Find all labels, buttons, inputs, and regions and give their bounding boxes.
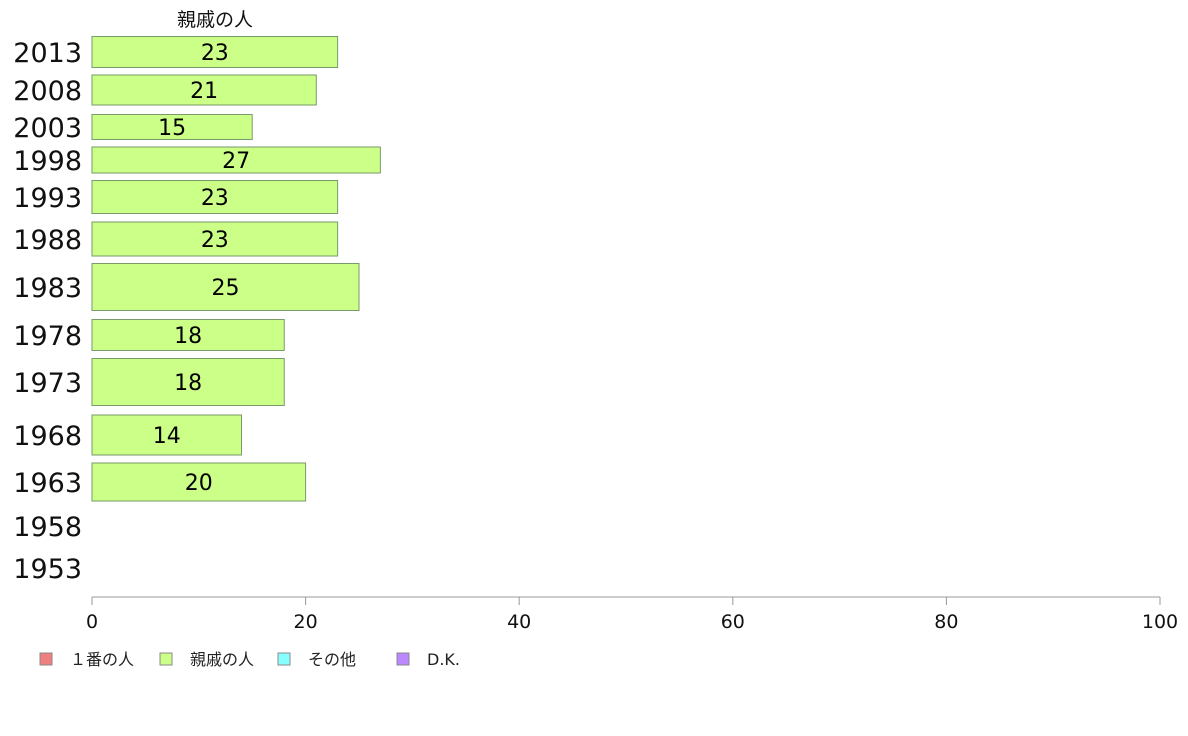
bar-1968 — [91, 414, 243, 456]
y-tick-label-1993: 1993 — [13, 183, 82, 214]
x-tick-label-0: 0 — [86, 611, 98, 633]
value-label-1968: 14 — [153, 424, 181, 449]
series-title: 親戚の人 — [177, 9, 253, 31]
bar-1983 — [91, 263, 360, 311]
value-label-1963: 20 — [185, 471, 213, 496]
bar-2008 — [91, 74, 317, 106]
y-tick-label-2008: 2008 — [13, 76, 82, 107]
legend-swatch-3 — [396, 652, 410, 666]
value-label-1983: 25 — [212, 276, 240, 301]
legend: １番の人 親戚の人 その他 D.K. — [39, 650, 460, 669]
value-label-2008: 21 — [190, 79, 218, 104]
value-label-1993: 23 — [201, 186, 229, 211]
bar-1963 — [91, 462, 307, 502]
legend-swatch-2 — [277, 652, 291, 666]
legend-swatch-0 — [39, 652, 53, 666]
y-tick-label-1973: 1973 — [13, 368, 82, 399]
bar-series — [91, 36, 381, 502]
bar-1998 — [91, 146, 381, 174]
y-tick-label-1988: 1988 — [13, 225, 82, 256]
y-tick-label-1968: 1968 — [13, 421, 82, 452]
x-tick-label-40: 40 — [507, 611, 531, 633]
bar-2013 — [91, 36, 339, 68]
legend-swatch-1 — [159, 652, 173, 666]
legend-label-0: １番の人 — [70, 650, 134, 669]
x-tick-label-80: 80 — [934, 611, 958, 633]
bar-1993 — [91, 180, 339, 214]
legend-label-2: その他 — [308, 650, 356, 669]
x-tick-label-20: 20 — [294, 611, 318, 633]
y-tick-label-1958: 1958 — [13, 512, 82, 543]
value-label-1973: 18 — [174, 371, 202, 396]
value-label-2003: 15 — [158, 116, 186, 141]
bar-1988 — [91, 221, 339, 257]
bar-2003 — [91, 114, 253, 140]
x-tick-label-60: 60 — [721, 611, 745, 633]
y-tick-label-1963: 1963 — [13, 468, 82, 499]
value-label-1988: 23 — [201, 228, 229, 253]
bar-1978 — [91, 319, 285, 351]
y-tick-label-1978: 1978 — [13, 321, 82, 352]
value-label-1998: 27 — [222, 149, 250, 174]
value-label-1978: 18 — [174, 324, 202, 349]
y-tick-label-1998: 1998 — [13, 146, 82, 177]
y-tick-label-2003: 2003 — [13, 113, 82, 144]
bar-1973 — [91, 358, 285, 406]
y-tick-label-1983: 1983 — [13, 273, 82, 304]
x-axis: 0 20 40 60 80 100 — [86, 596, 1178, 633]
x-tick-label-100: 100 — [1142, 611, 1178, 633]
value-label-2013: 23 — [201, 41, 229, 66]
legend-label-3: D.K. — [427, 650, 460, 669]
y-tick-label-1953: 1953 — [13, 554, 82, 585]
legend-label-1: 親戚の人 — [190, 650, 254, 669]
y-tick-label-2013: 2013 — [13, 38, 82, 69]
